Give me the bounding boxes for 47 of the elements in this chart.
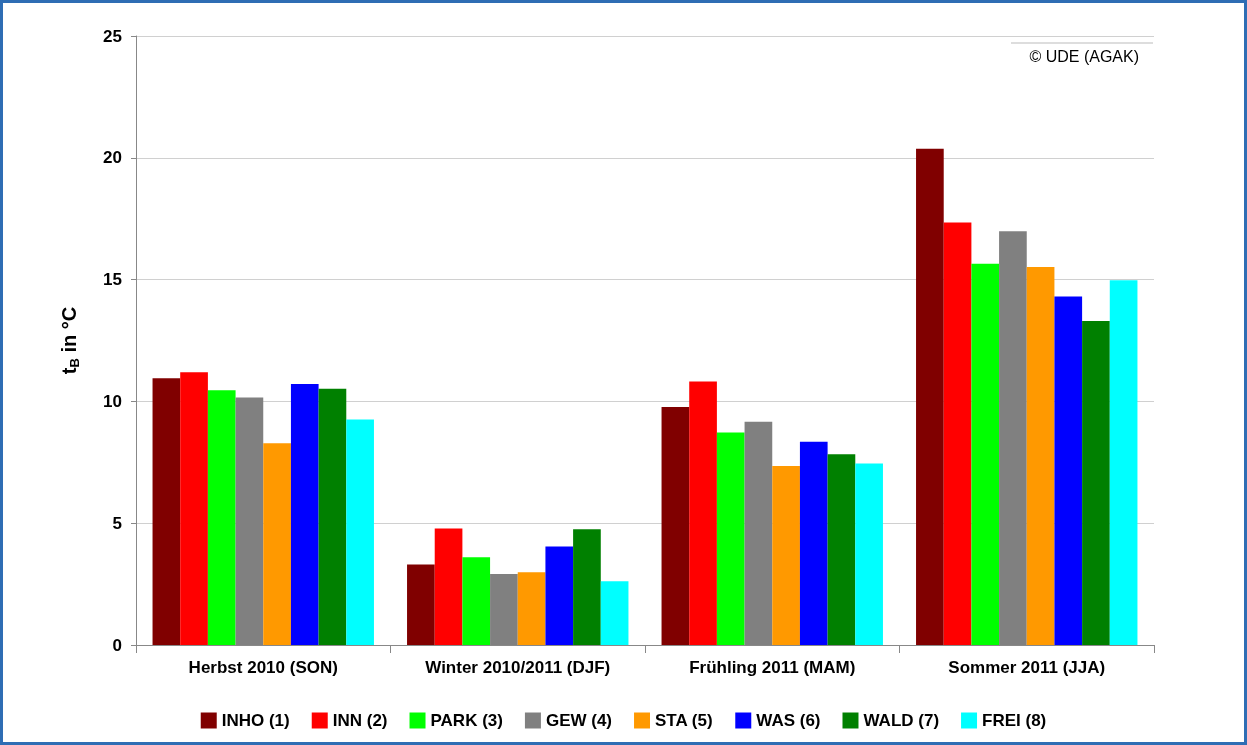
y-tick-label: 5 <box>112 513 122 533</box>
y-tick-label: 10 <box>103 391 122 411</box>
bar <box>573 529 601 645</box>
y-tick-label: 20 <box>103 148 122 168</box>
bar <box>1109 280 1138 645</box>
bar <box>943 222 972 645</box>
x-tick-label: Winter 2010/2011 (DJF) <box>425 658 611 677</box>
bar <box>263 443 291 645</box>
y-tick-label: 0 <box>112 635 122 655</box>
legend-label: WAS (6) <box>756 711 821 730</box>
legend-label: INN (2) <box>332 711 388 730</box>
legend-label: GEW (4) <box>545 711 613 730</box>
bar <box>661 407 690 645</box>
bar <box>772 465 800 645</box>
bar <box>1026 266 1055 645</box>
bar <box>180 372 208 645</box>
bar <box>517 572 546 645</box>
bar <box>1054 296 1083 645</box>
bar <box>290 384 319 645</box>
bar <box>689 381 717 645</box>
bar <box>716 432 745 645</box>
bar <box>434 528 463 645</box>
annotation: © UDE (AGAK) <box>1029 47 1139 65</box>
bar <box>799 441 828 645</box>
bar <box>207 390 236 645</box>
bar <box>916 148 944 645</box>
legend-label: PARK (3) <box>430 711 503 730</box>
bar <box>971 263 1000 645</box>
bar <box>407 564 435 645</box>
x-tick-label: Sommer 2011 (JJA) <box>948 658 1106 677</box>
bar <box>545 546 574 645</box>
bar <box>600 581 629 645</box>
legend-label: STA (5) <box>655 711 713 730</box>
bar <box>152 378 181 645</box>
bar <box>318 388 347 645</box>
bar <box>1082 321 1110 645</box>
x-tick-label: Frühling 2011 (MAM) <box>689 658 856 677</box>
bar <box>827 454 856 645</box>
bar <box>855 463 883 645</box>
legend-label: FREI (8) <box>982 711 1047 730</box>
legend-label: INHO (1) <box>221 711 290 730</box>
bar <box>346 419 374 645</box>
y-tick-label: 15 <box>103 270 122 290</box>
legend-label: WALD (7) <box>863 711 940 730</box>
y-tick-label: 25 <box>103 26 122 46</box>
x-tick-label: Herbst 2010 (SON) <box>188 658 338 677</box>
bar <box>462 557 491 645</box>
